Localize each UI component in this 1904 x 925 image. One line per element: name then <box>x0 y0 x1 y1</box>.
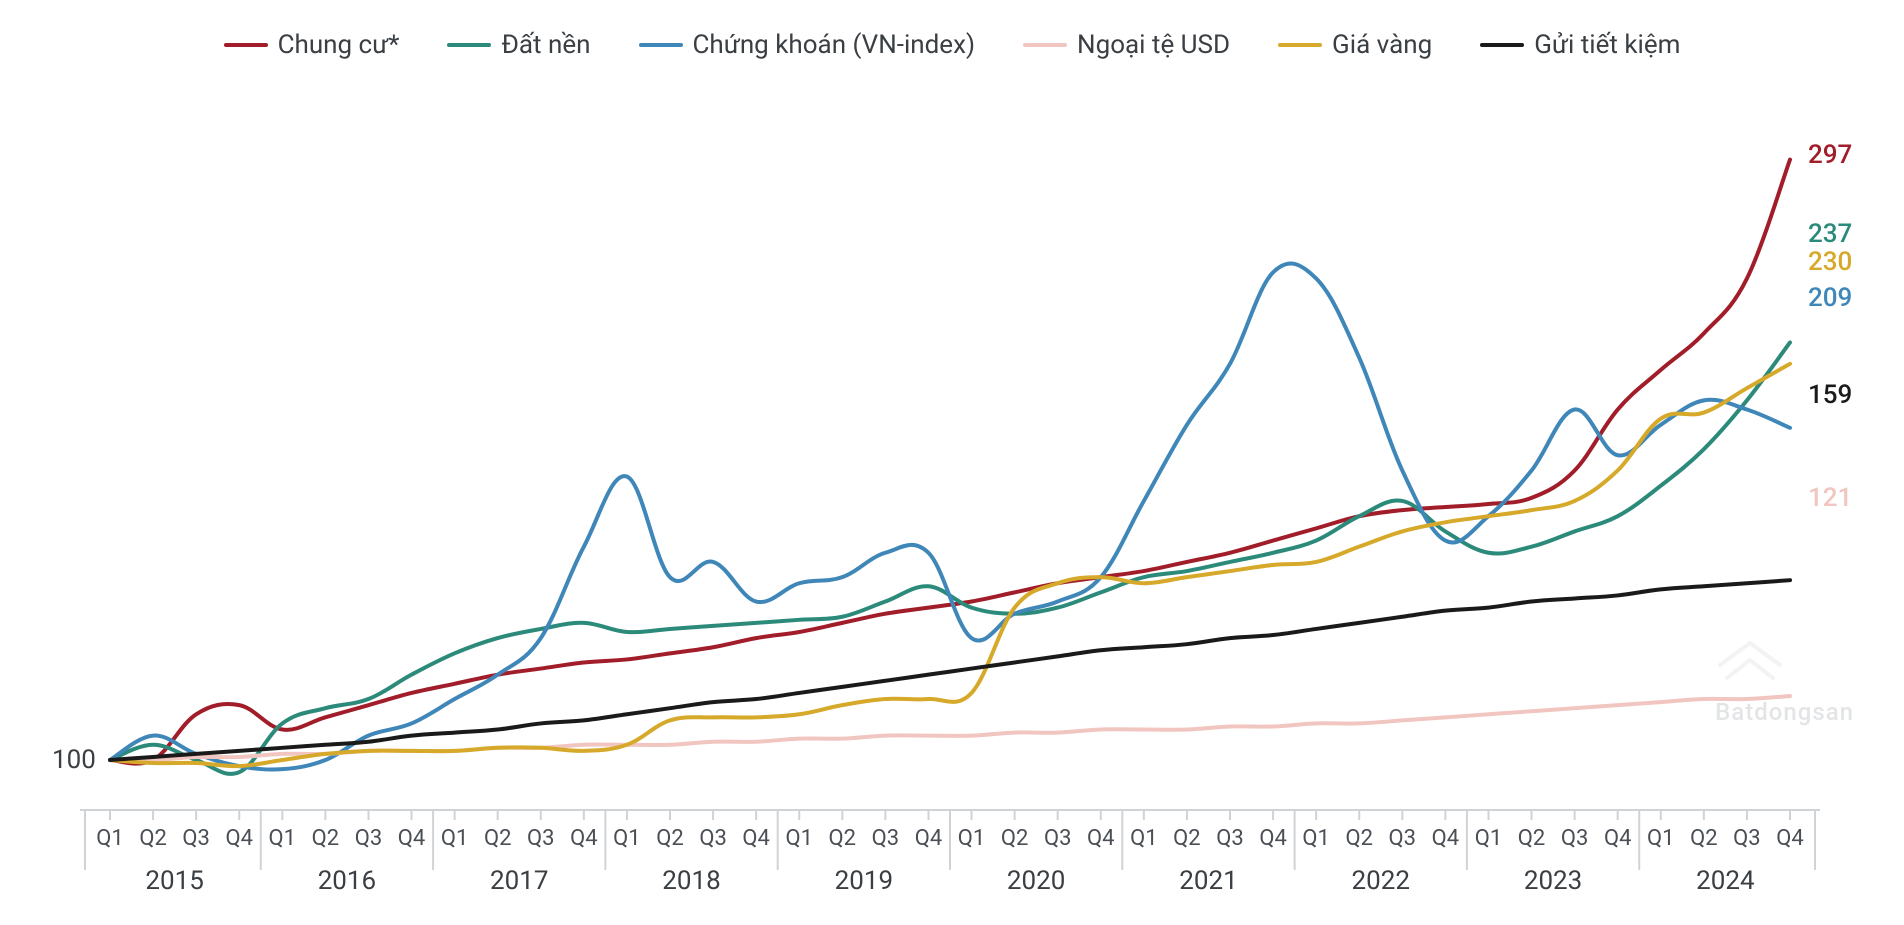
watermark-icon <box>1715 638 1785 692</box>
y-baseline-label: 100 <box>52 745 96 775</box>
x-quarter-label: Q2 <box>1001 826 1029 851</box>
x-quarter-label: Q1 <box>1475 826 1503 851</box>
end-label-vn_index: 209 <box>1808 283 1852 313</box>
x-quarter-label: Q1 <box>1130 826 1158 851</box>
x-quarter-label: Q4 <box>742 826 770 851</box>
series-vn_index <box>110 263 1790 769</box>
x-quarter-label: Q4 <box>398 826 426 851</box>
line-chart: Chung cư*Đất nềnChứng khoán (VN-index)Ng… <box>0 0 1904 925</box>
x-quarter-label: Q4 <box>1776 826 1804 851</box>
x-quarter-label: Q3 <box>355 826 383 851</box>
x-quarter-label: Q2 <box>139 826 167 851</box>
x-quarter-label: Q3 <box>1216 826 1244 851</box>
x-quarter-label: Q1 <box>613 826 641 851</box>
end-label-vang: 230 <box>1808 247 1852 277</box>
series-tiet_kiem <box>110 580 1790 760</box>
x-quarter-label: Q1 <box>958 826 986 851</box>
x-year-label: 2021 <box>1179 866 1237 896</box>
x-quarter-label: Q1 <box>1647 826 1675 851</box>
x-year-label: 2020 <box>1007 866 1065 896</box>
x-quarter-label: Q4 <box>1432 826 1460 851</box>
x-quarter-label: Q1 <box>269 826 297 851</box>
x-year-label: 2015 <box>145 866 203 896</box>
x-quarter-label: Q3 <box>699 826 727 851</box>
x-quarter-label: Q4 <box>1087 826 1115 851</box>
x-quarter-label: Q4 <box>1259 826 1287 851</box>
x-quarter-label: Q3 <box>527 826 555 851</box>
x-quarter-label: Q3 <box>1389 826 1417 851</box>
x-quarter-label: Q3 <box>1561 826 1589 851</box>
x-quarter-label: Q4 <box>1604 826 1632 851</box>
x-quarter-label: Q3 <box>1044 826 1072 851</box>
x-quarter-label: Q2 <box>656 826 684 851</box>
x-year-label: 2018 <box>662 866 720 896</box>
x-quarter-label: Q4 <box>570 826 598 851</box>
x-quarter-label: Q2 <box>1690 826 1718 851</box>
x-quarter-label: Q3 <box>872 826 900 851</box>
x-quarter-label: Q4 <box>225 826 253 851</box>
x-quarter-label: Q1 <box>96 826 124 851</box>
x-quarter-label: Q2 <box>829 826 857 851</box>
x-year-label: 2017 <box>490 866 548 896</box>
x-year-label: 2019 <box>835 866 893 896</box>
x-year-label: 2016 <box>318 866 376 896</box>
x-quarter-label: Q3 <box>182 826 210 851</box>
end-label-chung_cu: 297 <box>1808 140 1852 170</box>
end-label-usd: 121 <box>1808 483 1852 513</box>
chart-plot-svg <box>0 0 1904 925</box>
x-quarter-label: Q1 <box>785 826 813 851</box>
watermark: Batdongsan <box>1715 638 1854 726</box>
x-quarter-label: Q1 <box>1302 826 1330 851</box>
watermark-text: Batdongsan <box>1715 698 1854 726</box>
x-quarter-label: Q3 <box>1733 826 1761 851</box>
x-quarter-label: Q4 <box>915 826 943 851</box>
x-quarter-label: Q1 <box>441 826 469 851</box>
x-quarter-label: Q2 <box>312 826 340 851</box>
x-year-label: 2024 <box>1696 866 1754 896</box>
end-label-dat_nen: 237 <box>1808 219 1852 249</box>
end-label-tiet_kiem: 159 <box>1808 380 1852 410</box>
x-year-label: 2022 <box>1352 866 1410 896</box>
x-quarter-label: Q2 <box>1345 826 1373 851</box>
x-quarter-label: Q2 <box>1518 826 1546 851</box>
x-quarter-label: Q2 <box>1173 826 1201 851</box>
x-quarter-label: Q2 <box>484 826 512 851</box>
x-year-label: 2023 <box>1524 866 1582 896</box>
